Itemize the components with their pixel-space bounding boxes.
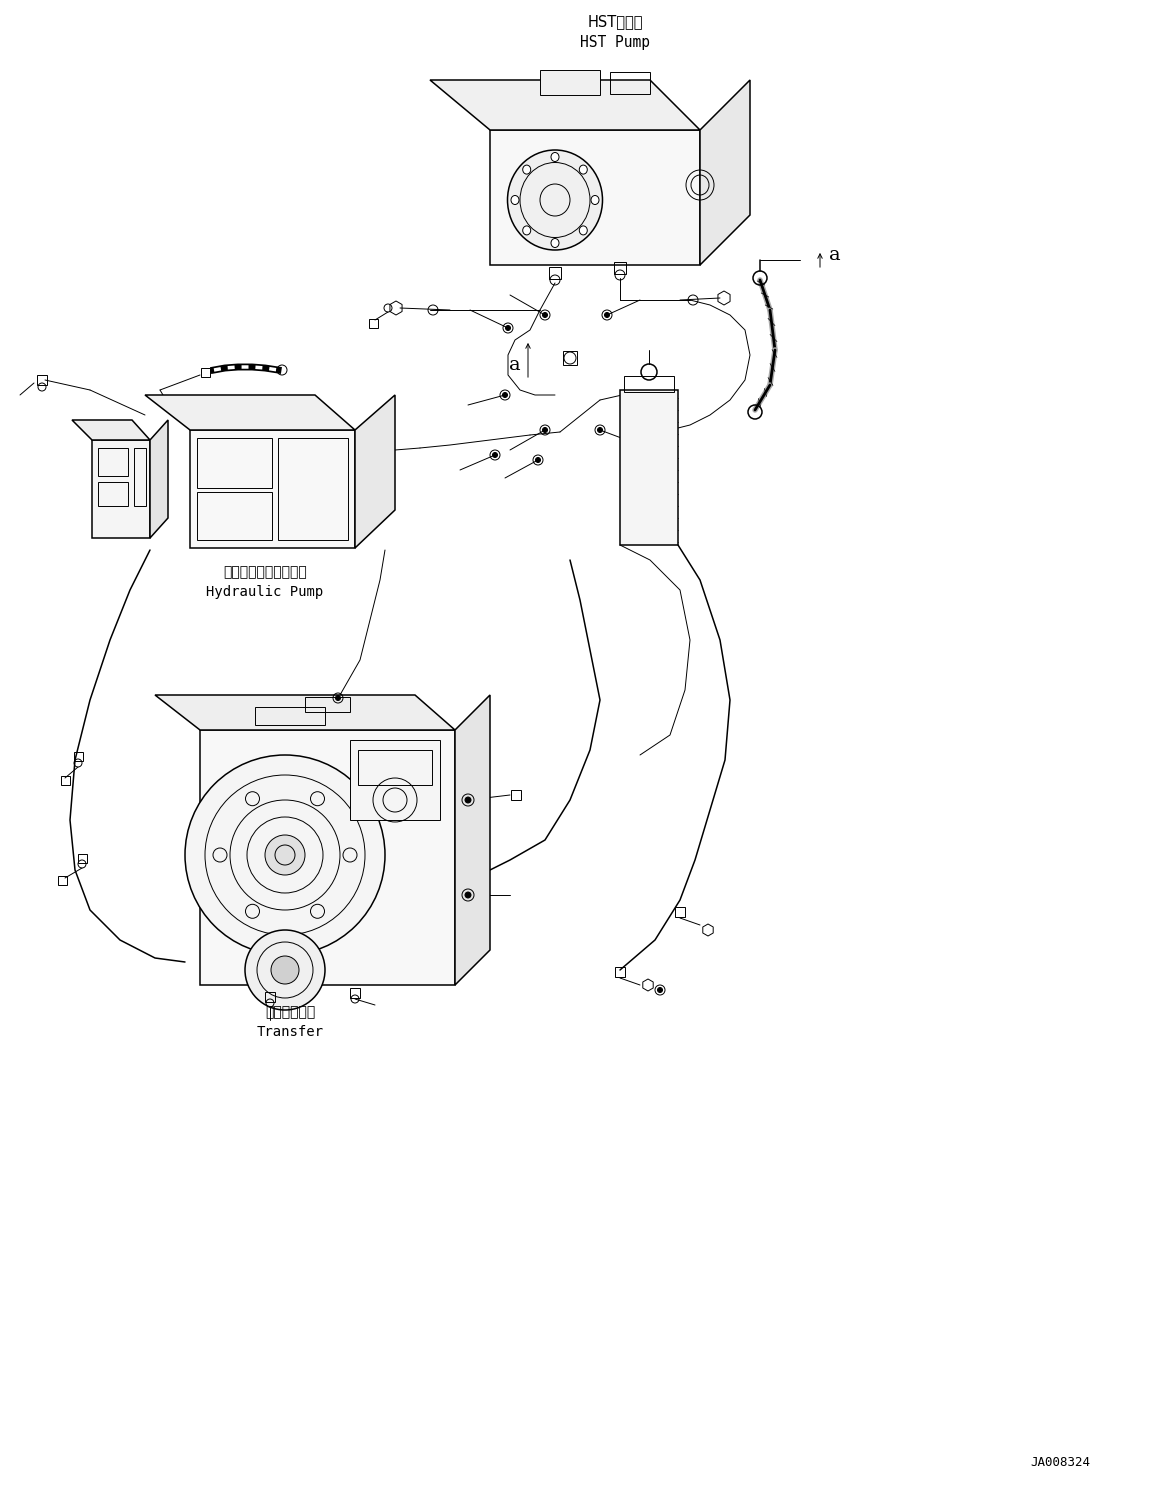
Bar	[563, 351, 576, 366]
Bar	[351, 988, 360, 998]
Circle shape	[271, 956, 299, 985]
Ellipse shape	[511, 195, 519, 204]
Bar	[351, 740, 440, 821]
Circle shape	[184, 755, 385, 955]
Bar	[615, 263, 626, 275]
Bar	[540, 70, 600, 95]
Bar	[77, 853, 86, 862]
Bar	[610, 72, 650, 94]
Bar	[511, 789, 521, 800]
Bar	[278, 439, 348, 540]
Text: Hydraulic Pump: Hydraulic Pump	[206, 585, 324, 598]
Bar	[624, 376, 675, 392]
Circle shape	[244, 930, 325, 1010]
Circle shape	[503, 392, 507, 397]
Circle shape	[543, 428, 548, 433]
Bar	[37, 374, 47, 385]
Circle shape	[597, 428, 603, 433]
Circle shape	[657, 988, 663, 992]
Circle shape	[505, 325, 511, 331]
Bar	[98, 482, 128, 506]
Text: JA008324: JA008324	[1030, 1456, 1090, 1468]
Polygon shape	[430, 81, 700, 130]
Bar	[134, 448, 146, 506]
Polygon shape	[490, 130, 700, 266]
Ellipse shape	[551, 239, 559, 248]
Ellipse shape	[522, 166, 530, 175]
Ellipse shape	[579, 225, 587, 234]
Text: a: a	[829, 246, 841, 264]
Circle shape	[265, 836, 306, 874]
Text: HST Pump: HST Pump	[580, 34, 650, 49]
Polygon shape	[92, 440, 150, 539]
Circle shape	[535, 458, 541, 463]
Bar	[98, 448, 128, 476]
Ellipse shape	[591, 195, 600, 204]
Bar	[197, 439, 272, 488]
Ellipse shape	[579, 166, 587, 175]
Bar	[357, 750, 432, 785]
Text: Transfer: Transfer	[256, 1025, 324, 1038]
Bar	[615, 967, 625, 977]
Text: ハイドロリックポンプ: ハイドロリックポンプ	[224, 565, 307, 579]
Polygon shape	[199, 730, 455, 985]
Polygon shape	[190, 430, 355, 548]
Ellipse shape	[507, 151, 603, 251]
Bar	[306, 697, 351, 712]
Text: HSTポンプ: HSTポンプ	[587, 15, 642, 30]
Polygon shape	[455, 695, 490, 985]
Polygon shape	[150, 421, 168, 539]
Ellipse shape	[551, 152, 559, 161]
Bar	[201, 367, 210, 376]
Bar	[549, 267, 562, 279]
Bar	[60, 776, 69, 785]
Bar	[197, 492, 272, 540]
Bar	[620, 389, 678, 545]
Polygon shape	[145, 395, 355, 430]
Polygon shape	[155, 695, 455, 730]
Ellipse shape	[522, 225, 530, 234]
Circle shape	[465, 797, 470, 803]
Polygon shape	[355, 395, 395, 548]
Circle shape	[336, 695, 340, 701]
Bar	[675, 907, 685, 918]
Circle shape	[604, 312, 610, 318]
Circle shape	[543, 312, 548, 318]
Bar	[255, 707, 325, 725]
Circle shape	[492, 452, 497, 458]
Bar	[58, 876, 67, 885]
Polygon shape	[700, 81, 749, 266]
Polygon shape	[71, 421, 150, 440]
Text: a: a	[510, 357, 521, 374]
Bar	[74, 752, 83, 761]
Bar	[265, 992, 276, 1003]
Circle shape	[465, 892, 470, 898]
Bar	[369, 318, 377, 328]
Text: トランスファ: トランスファ	[265, 1006, 315, 1019]
